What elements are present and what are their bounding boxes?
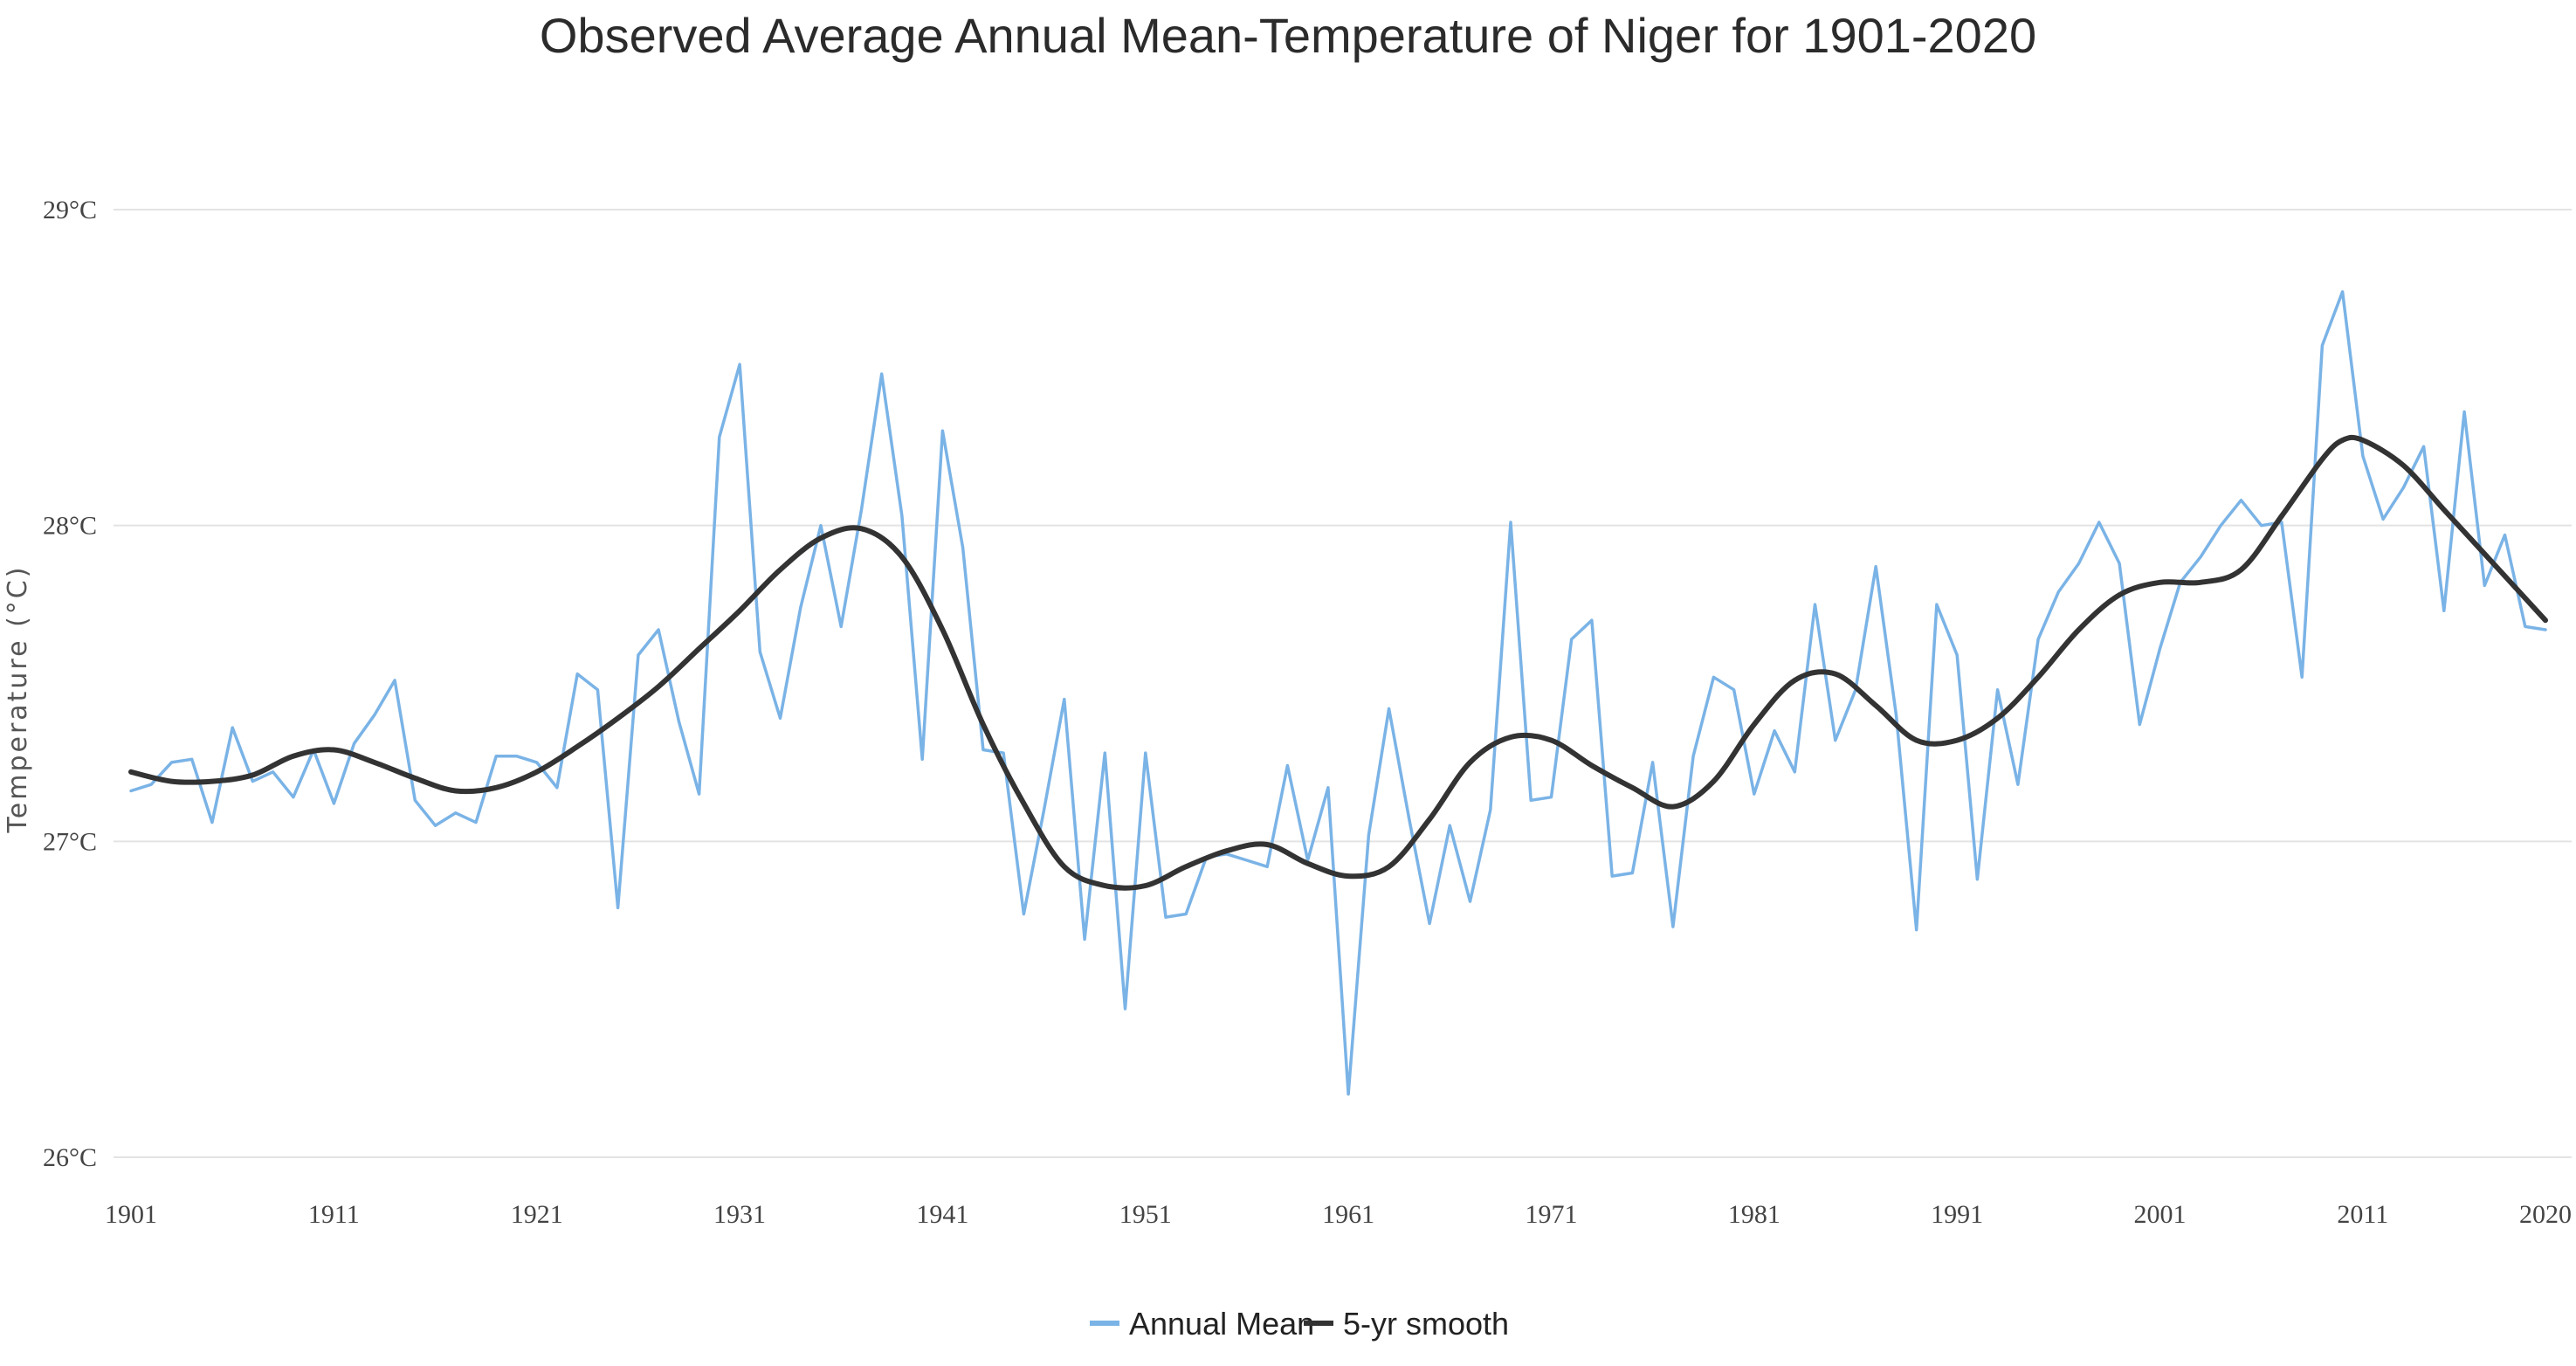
- y-tick-label: 27°C: [43, 827, 97, 856]
- y-axis-label: Temperature (°C): [3, 565, 33, 834]
- x-tick-label: 2020: [2519, 1200, 2572, 1229]
- x-tick-label: 1931: [713, 1200, 766, 1229]
- chart-title: Observed Average Annual Mean-Temperature…: [540, 8, 2036, 63]
- legend-label-5yr-smooth: 5-yr smooth: [1343, 1306, 1509, 1342]
- legend-item-5yr-smooth[interactable]: 5-yr smooth: [1304, 1306, 1509, 1342]
- y-axis-ticks: 26°C 27°C 28°C 29°C: [43, 196, 97, 1172]
- legend[interactable]: Annual Mean 5-yr smooth: [1090, 1306, 1509, 1342]
- x-axis-ticks: 1901 1911 1921 1931 1941 1951 1961 1971 1981 1991…: [105, 1200, 2572, 1229]
- series-line-5yr-smooth: [128, 434, 2548, 891]
- grid-lines: [114, 209, 2572, 1158]
- x-tick-label: 1961: [1322, 1200, 1374, 1229]
- x-tick-label: 2001: [2134, 1200, 2187, 1229]
- legend-label-annual-mean: Annual Mean: [1129, 1306, 1314, 1342]
- y-tick-label: 28°C: [43, 512, 97, 541]
- x-tick-label: 1921: [511, 1200, 563, 1229]
- x-tick-label: 1991: [1931, 1200, 1983, 1229]
- series-lines: [128, 290, 2548, 1096]
- legend-item-annual-mean[interactable]: Annual Mean: [1090, 1306, 1314, 1342]
- x-tick-label: 1951: [1119, 1200, 1172, 1229]
- x-tick-label: 1911: [308, 1200, 360, 1229]
- x-tick-label: 2011: [2337, 1200, 2388, 1229]
- y-tick-label: 26°C: [43, 1143, 97, 1172]
- x-tick-label: 1971: [1525, 1200, 1577, 1229]
- x-tick-label: 1941: [916, 1200, 968, 1229]
- y-tick-label: 29°C: [43, 196, 97, 224]
- x-tick-label: 1981: [1728, 1200, 1780, 1229]
- x-tick-label: 1901: [105, 1200, 157, 1229]
- series-line-annual-mean: [129, 290, 2547, 1096]
